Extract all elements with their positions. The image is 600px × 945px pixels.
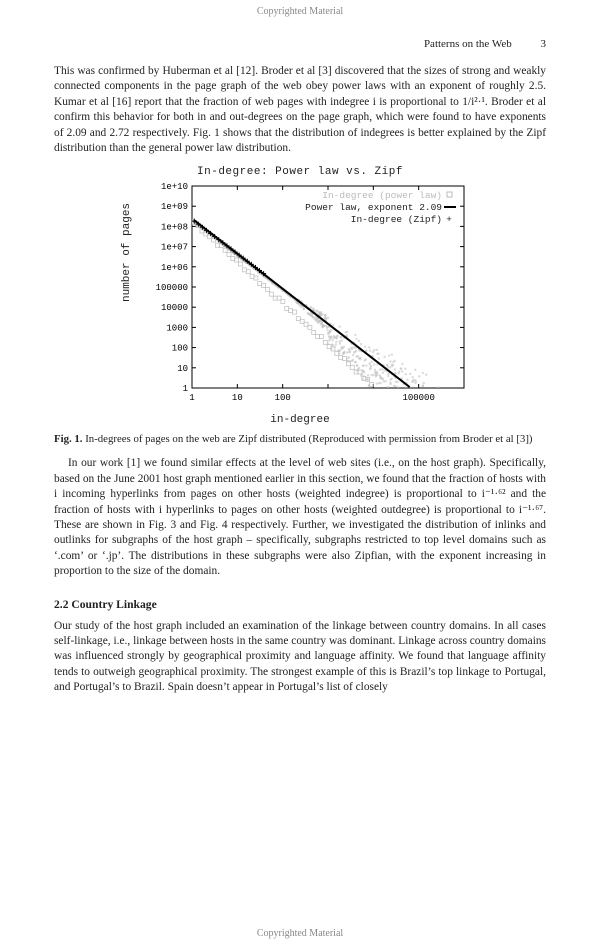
svg-text:+: +	[446, 214, 452, 225]
chart-plot: 1 10 100 1000 10000 100000 1e+06 1e+07 1e+08 1e+0…	[134, 180, 474, 410]
copyright-bottom: Copyrighted Material	[0, 928, 600, 939]
x-axis-label: in-degree	[120, 414, 480, 426]
page-number: 3	[541, 38, 547, 50]
svg-text:10000: 10000	[161, 304, 188, 314]
running-title: Patterns on the Web	[424, 38, 512, 50]
figure-1: In-degree: Power law vs. Zipf number of …	[54, 166, 546, 426]
paragraph-1: This was confirmed by Huberman et al [12…	[54, 64, 546, 156]
svg-text:100: 100	[172, 344, 188, 354]
running-head: Patterns on the Web 3	[54, 38, 546, 50]
section-2-2-heading: 2.2 Country Linkage	[54, 598, 546, 611]
svg-text:1e+09: 1e+09	[161, 203, 188, 213]
svg-text:100: 100	[275, 393, 291, 403]
page: Copyrighted Material Patterns on the Web…	[0, 0, 600, 945]
y-axis-label: number of pages	[121, 288, 133, 302]
svg-text:1e+07: 1e+07	[161, 243, 188, 253]
svg-text:1: 1	[189, 393, 194, 403]
svg-text:100000: 100000	[402, 393, 434, 403]
paragraph-2: In our work [1] we found similar effects…	[54, 456, 546, 579]
chart: In-degree: Power law vs. Zipf number of …	[120, 166, 480, 426]
svg-text:Power law, exponent 2.09: Power law, exponent 2.09	[305, 202, 442, 213]
figure-1-caption: Fig. 1. In-degrees of pages on the web a…	[54, 432, 546, 446]
svg-text:1e+08: 1e+08	[161, 223, 188, 233]
svg-text:In-degree (power law): In-degree (power law)	[322, 190, 442, 201]
figure-1-caption-text: In-degrees of pages on the web are Zipf …	[83, 433, 533, 445]
svg-text:1e+10: 1e+10	[161, 182, 188, 192]
chart-title: In-degree: Power law vs. Zipf	[120, 166, 480, 178]
svg-text:In-degree (Zipf): In-degree (Zipf)	[351, 214, 442, 225]
svg-text:1: 1	[183, 384, 188, 394]
svg-text:10: 10	[177, 364, 188, 374]
copyright-top: Copyrighted Material	[0, 6, 600, 17]
paragraph-3: Our study of the host graph included an …	[54, 619, 546, 696]
svg-text:100000: 100000	[156, 283, 188, 293]
svg-text:10: 10	[232, 393, 243, 403]
svg-text:1e+06: 1e+06	[161, 263, 188, 273]
svg-text:1000: 1000	[166, 324, 188, 334]
figure-1-caption-lead: Fig. 1.	[54, 433, 83, 445]
